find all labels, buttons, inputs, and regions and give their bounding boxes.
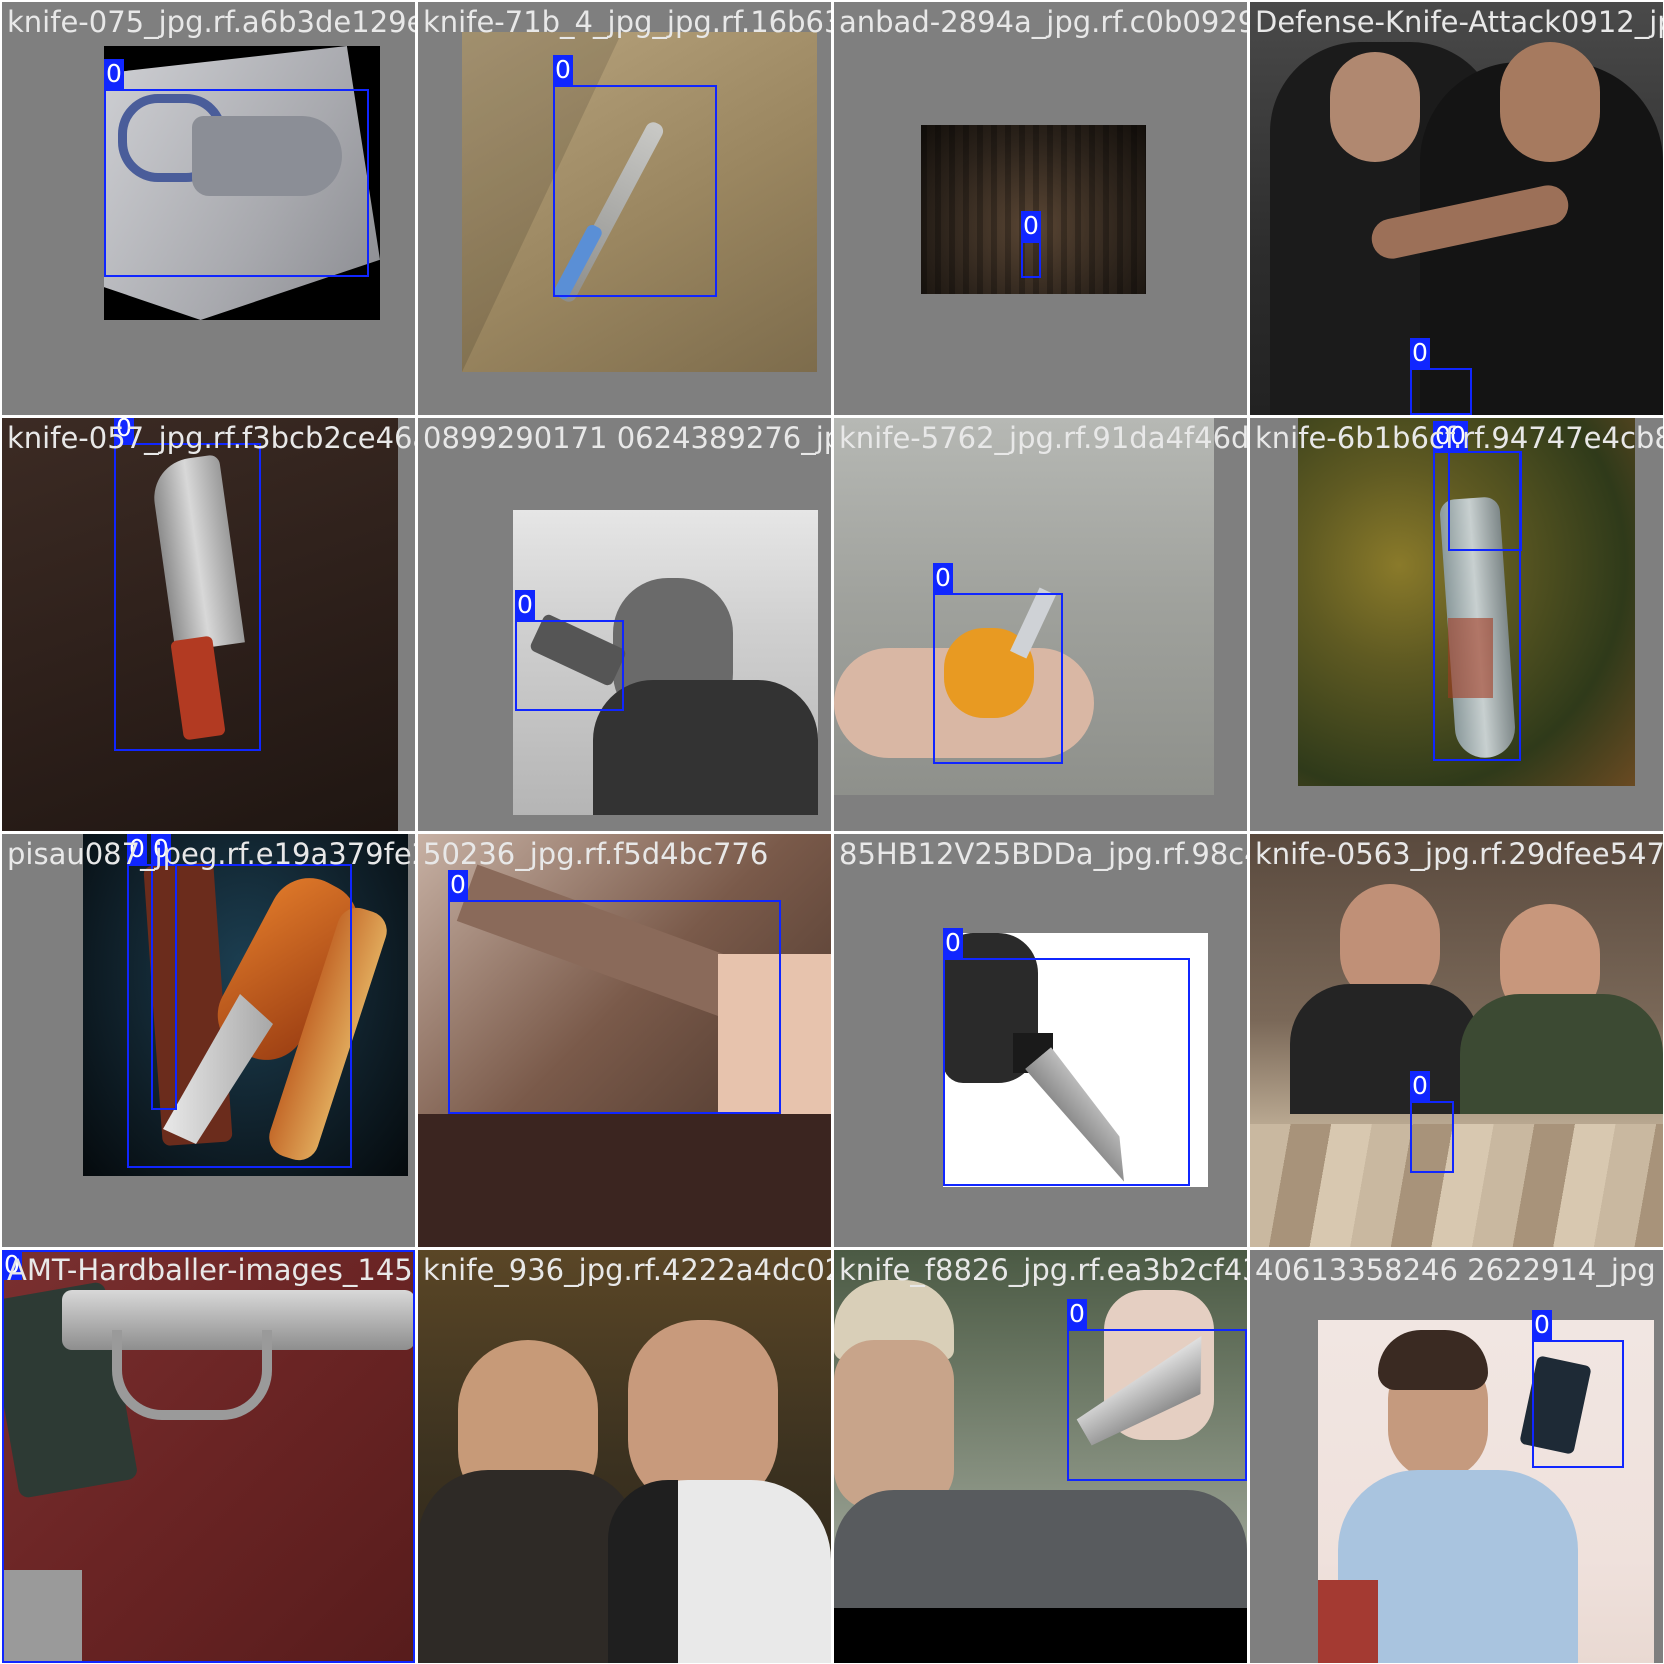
tile-2: 0 knife-71b_4_jpg_jpg.rf.16b6376b7d7859a… (418, 2, 831, 415)
tile-filename: 0899290171 0624389276_jpeg (423, 421, 831, 455)
tile-6: 0 0899290171 0624389276_jpeg (418, 418, 831, 831)
detection-box: 0 (943, 928, 1190, 1186)
tile-9: 0 0 pisau087_jpeg.rf.e19a379fe2 (2, 834, 415, 1247)
class-label: 0 (1448, 421, 1468, 451)
tile-16: 0 40613358246 2622914_jpg (1250, 1250, 1663, 1663)
class-label: 0 (1532, 1310, 1552, 1340)
class-label: 0 (127, 834, 147, 864)
detection-box: 0 (151, 834, 177, 1110)
photo-14 (418, 1250, 831, 1663)
class-label: 0 (2, 1250, 22, 1280)
photo-11 (943, 933, 1208, 1187)
detection-box: 0 (1448, 421, 1522, 551)
photo-15 (834, 1250, 1247, 1608)
tile-3: 0 anbad-2894a_jpg.rf.c0b0929bDefense-Kni… (834, 2, 1247, 415)
class-label: 0 (515, 590, 535, 620)
tile-5: 0 knife-057_jpg.rf.f3bcb2ce46a4 (2, 418, 415, 831)
photo-7 (834, 418, 1214, 795)
letterbox-bar (834, 1608, 1247, 1663)
photo-1 (104, 46, 380, 320)
detection-box: 0 (1021, 211, 1041, 278)
photo-9 (83, 834, 408, 1176)
tile-filename: 85HB12V25BDDa_jpg.rf.98c4 (839, 837, 1247, 871)
class-label: 0 (151, 834, 171, 864)
detection-box: 0 (1433, 421, 1521, 761)
class-label: 0 (1021, 211, 1041, 241)
class-label: 0 (1067, 1299, 1087, 1329)
tile-filename: 40613358246 2622914_jpg (1255, 1253, 1656, 1287)
tile-1: 0 knife-075_jpg.rf.a6b3de129eb8f307 1b74… (2, 2, 415, 415)
tile-filename: knife-075_jpg.rf.a6b3de129eb8f307 1b74a1… (7, 5, 415, 39)
detection-box: 0 (1067, 1299, 1247, 1481)
photo-2 (462, 32, 817, 372)
detection-box: 0 (933, 563, 1063, 764)
class-label: 0 (104, 59, 124, 89)
tile-13: 0 AMT-Hardballer-images_145 (2, 1250, 415, 1663)
tile-4: 0 Defense-Knife-Attack0912_jpg (1250, 2, 1663, 415)
tile-8: 0 0 knife-6b1b6cf.rf.94747e4cb8 (1250, 418, 1663, 831)
class-label: 0 (1433, 421, 1453, 451)
photo-6 (513, 510, 818, 815)
class-label: 0 (1410, 338, 1430, 368)
detection-box: 0 (104, 59, 369, 277)
tile-filename: anbad-2894a_jpg.rf.c0b0929bDefense-Knife… (839, 5, 1247, 39)
detection-box: 0 (553, 55, 717, 297)
photo-16 (1318, 1320, 1654, 1663)
class-label: 0 (933, 563, 953, 593)
photo-4 (1250, 2, 1663, 415)
photo-12 (1250, 834, 1663, 1247)
photo-3 (921, 125, 1146, 294)
photo-13 (2, 1250, 415, 1663)
tile-7: 0 knife-5762_jpg.rf.91da4f46de94386_6b1b… (834, 418, 1247, 831)
class-label: 0 (943, 928, 963, 958)
tile-14: knife_936_jpg.rf.4222a4dc02 (418, 1250, 831, 1663)
tile-12: 0 knife-0563_jpg.rf.29dfee547 (1250, 834, 1663, 1247)
photo-5 (2, 418, 398, 831)
tile-15: 0 knife_f8826_jpg.rf.ea3b2cf43 (834, 1250, 1247, 1663)
detection-box: 0 (1532, 1310, 1624, 1468)
detection-box: 0 (2, 1250, 415, 1663)
tile-11: 0 85HB12V25BDDa_jpg.rf.98c4 (834, 834, 1247, 1247)
detection-box: 0 (1410, 338, 1472, 415)
detection-box: 0 (448, 870, 781, 1114)
photo-8 (1298, 418, 1635, 786)
detection-box: 0 (1410, 1071, 1454, 1173)
detection-box: 0 (515, 590, 624, 711)
photo-10 (418, 834, 831, 1247)
tile-10: 0 50236_jpg.rf.f5d4bc776 (418, 834, 831, 1247)
class-label: 0 (1410, 1071, 1430, 1101)
class-label: 0 (553, 55, 573, 85)
class-label: 0 (448, 870, 468, 900)
class-label: 0 (114, 418, 134, 443)
detection-box: 0 (114, 418, 261, 751)
detection-box: 0 (127, 834, 352, 1168)
